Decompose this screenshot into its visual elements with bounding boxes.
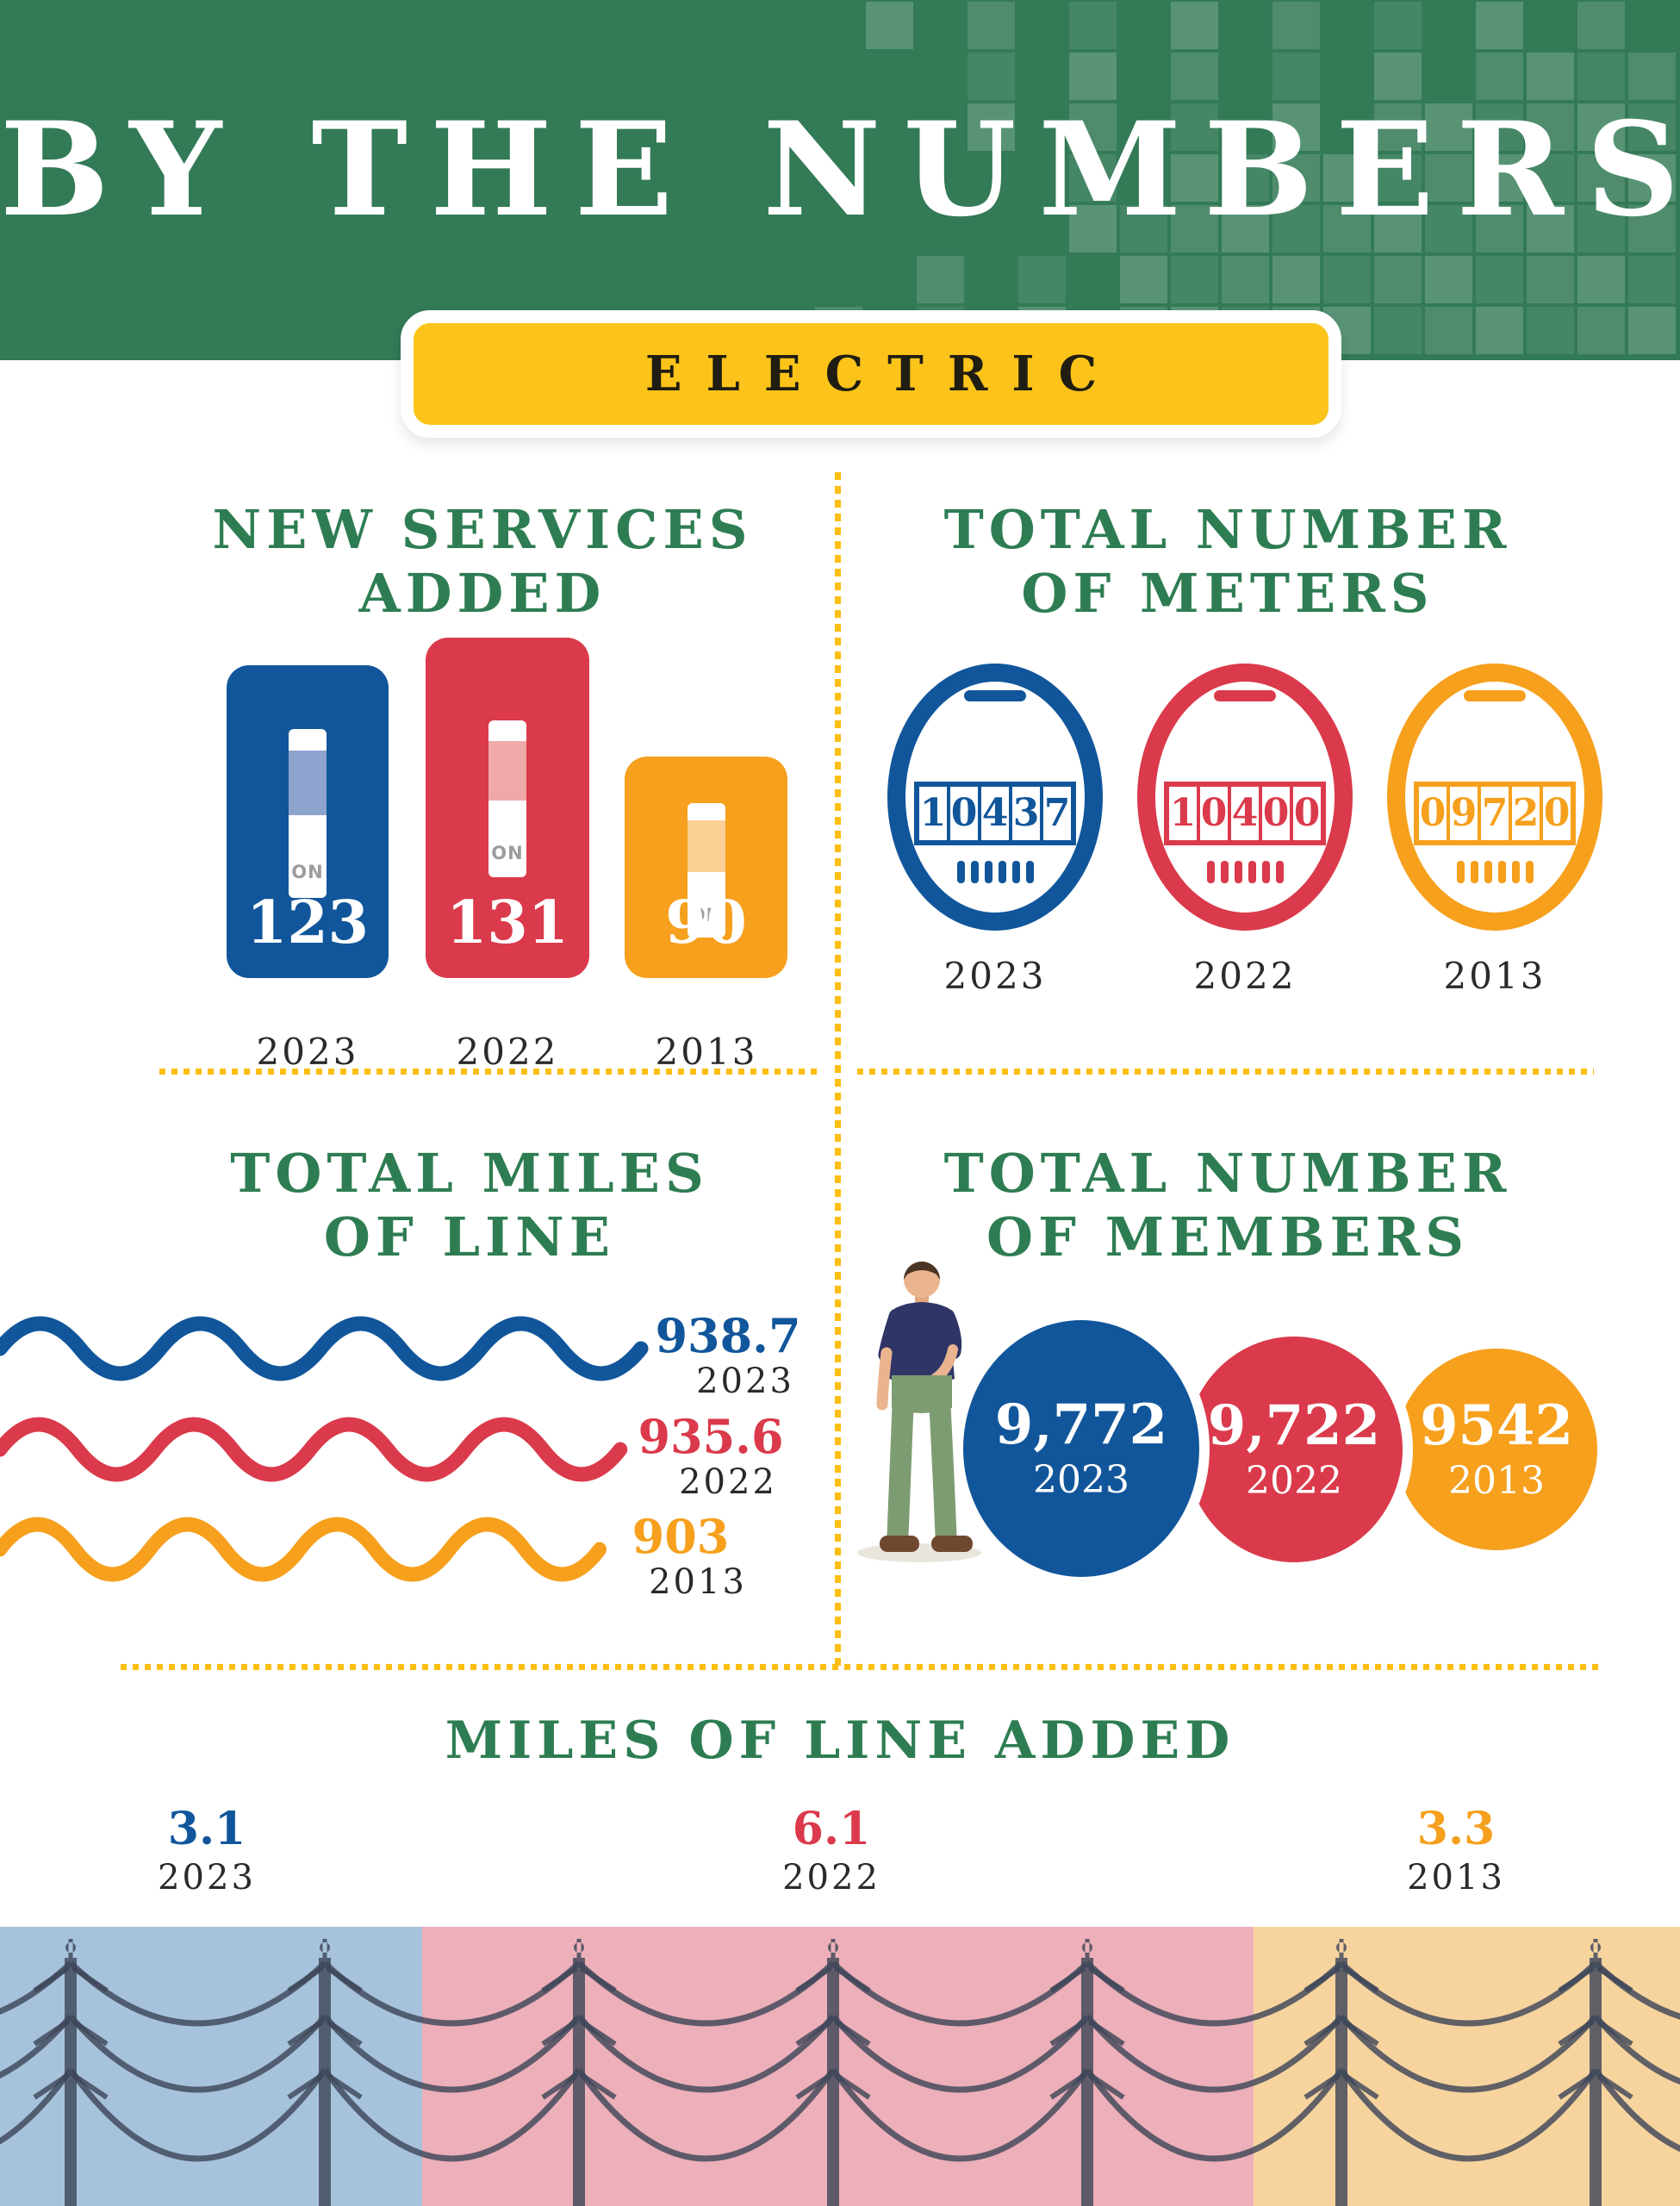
- light-switch-icon: ON: [488, 720, 526, 877]
- person-illustration: [857, 1262, 981, 1562]
- line-added-value-2013: 3.3: [1416, 1803, 1496, 1855]
- horizontal-divider-right: [857, 1069, 1594, 1075]
- total-miles-year-2023: 2023: [696, 1362, 794, 1401]
- meter-barcode: [1405, 861, 1584, 883]
- meter-digit: 0: [1543, 791, 1571, 835]
- meter-dash: [964, 690, 1026, 701]
- switch-on-label: ON: [291, 862, 324, 883]
- meter-barcode: [905, 861, 1085, 883]
- line-added-year-2013: 2013: [1407, 1858, 1505, 1898]
- new-services-value-2023: 123: [246, 888, 369, 957]
- meter-digit: 4: [1231, 787, 1262, 840]
- switch-bar-2022: ON 131: [426, 638, 589, 978]
- meter-digit: 7: [1481, 787, 1512, 840]
- switch-bar-2013: ON 90: [625, 757, 787, 978]
- members-title-line2: OF MEMBERS: [986, 1206, 1470, 1269]
- line-added-value-2023: 3.1: [167, 1803, 246, 1855]
- vertical-divider: [835, 472, 841, 1667]
- horizontal-divider-full: [121, 1664, 1598, 1670]
- members-circle-2023: 9,772 2023: [963, 1320, 1199, 1577]
- power-lines-illustration: [0, 1939, 1680, 2206]
- horizontal-divider-left: [159, 1069, 823, 1075]
- meter-digit: 7: [1043, 791, 1071, 835]
- total-miles-year-2013: 2013: [649, 1562, 747, 1602]
- new-services-value-2022: 131: [446, 888, 569, 957]
- meters-year-2013: 2013: [1443, 955, 1546, 997]
- members-value-2013: 9542: [1419, 1393, 1574, 1458]
- meter-digit: 0: [1262, 787, 1293, 840]
- total-miles-title: TOTAL MILES OF LINE: [116, 1142, 823, 1270]
- total-miles-value-2023: 938.7: [655, 1308, 801, 1363]
- meters-year-2023: 2023: [943, 955, 1047, 997]
- meter-digit: 3: [1012, 787, 1043, 840]
- header-mosaic: [0, 0, 1680, 360]
- switch-on-label: ON: [491, 842, 524, 863]
- new-services-year-2013: 2013: [655, 1031, 758, 1073]
- meter-digit: 0: [950, 787, 981, 840]
- members-title: TOTAL NUMBER OF MEMBERS: [853, 1142, 1602, 1270]
- switch-tint: [687, 820, 725, 872]
- meter-digit: 1: [1169, 787, 1200, 840]
- switch-tint: [289, 751, 327, 815]
- meter-barcode: [1155, 861, 1335, 883]
- total-miles-year-2022: 2022: [679, 1462, 777, 1502]
- meters-title-line1: TOTAL NUMBER: [943, 498, 1512, 561]
- total-miles-title-line2: OF LINE: [323, 1206, 616, 1269]
- new-services-title-line1: NEW SERVICES: [212, 498, 753, 561]
- line-added-year-2022: 2022: [782, 1858, 880, 1898]
- meter-digit: 1: [919, 787, 950, 840]
- new-services-title-line2: ADDED: [358, 562, 607, 626]
- members-year-2013: 2013: [1448, 1459, 1545, 1503]
- meters-title-line2: OF METERS: [1021, 562, 1434, 626]
- light-switch-icon: ON: [289, 729, 327, 898]
- total-miles-value-2013: 903: [632, 1509, 730, 1564]
- meters-year-2022: 2022: [1193, 955, 1297, 997]
- line-added-value-2022: 6.1: [792, 1803, 871, 1855]
- members-circle-2022: 9,722 2022: [1185, 1337, 1403, 1562]
- switch-bar-2023: ON 123: [227, 665, 389, 978]
- members-value-2022: 9,722: [1207, 1393, 1381, 1458]
- meter-digit: 4: [981, 787, 1012, 840]
- meter-digit: 2: [1512, 787, 1543, 840]
- electric-badge-label: ELECTRIC: [644, 346, 1122, 402]
- line-added-title: MILES OF LINE ADDED: [445, 1711, 1235, 1771]
- meter-dash: [1464, 690, 1526, 701]
- total-miles-title-line1: TOTAL MILES: [230, 1142, 709, 1205]
- wavy-line-2023: [0, 1316, 649, 1381]
- meter-digit: 0: [1200, 787, 1231, 840]
- new-services-title: NEW SERVICES ADDED: [129, 498, 836, 626]
- meter-digit: 0: [1293, 791, 1321, 835]
- meter-digit: 9: [1450, 787, 1481, 840]
- new-services-year-2023: 2023: [256, 1031, 359, 1073]
- members-title-line1: TOTAL NUMBER: [943, 1142, 1512, 1205]
- members-circle-2013: 9542 2013: [1396, 1349, 1597, 1550]
- meters-title: TOTAL NUMBER OF METERS: [853, 498, 1602, 626]
- total-miles-value-2022: 935.6: [638, 1409, 784, 1464]
- header-banner: BY THE NUMBERS: [0, 0, 1680, 360]
- new-services-year-2022: 2022: [456, 1031, 559, 1073]
- meter-dash: [1214, 690, 1276, 701]
- switch-tint: [488, 740, 526, 801]
- new-services-value-2013: 90: [665, 888, 747, 957]
- wavy-line-2013: [0, 1517, 607, 1582]
- members-value-2023: 9,772: [994, 1393, 1168, 1457]
- page-title: BY THE NUMBERS: [0, 94, 1680, 246]
- wavy-line-2022: [0, 1417, 628, 1482]
- light-switch-icon: ON: [687, 803, 725, 938]
- members-year-2023: 2023: [1033, 1458, 1129, 1502]
- switch-on-label: ON: [689, 904, 723, 925]
- meter-digit: 0: [1419, 787, 1450, 840]
- line-added-year-2023: 2023: [158, 1858, 256, 1898]
- members-year-2022: 2022: [1246, 1459, 1342, 1503]
- electric-badge: ELECTRIC: [401, 310, 1341, 438]
